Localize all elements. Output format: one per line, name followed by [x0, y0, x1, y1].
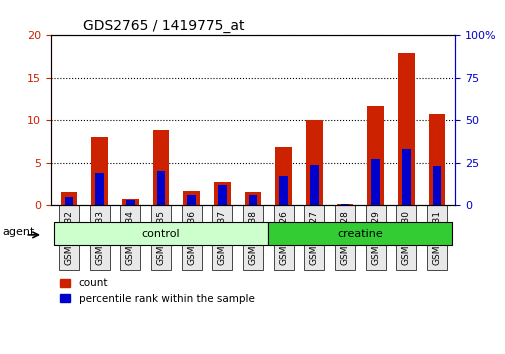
- Bar: [183, 191, 199, 205]
- Bar: [212, 205, 232, 270]
- Bar: [304, 205, 324, 270]
- Bar: [91, 137, 108, 205]
- Bar: [218, 185, 226, 205]
- Bar: [428, 114, 444, 205]
- Bar: [242, 205, 263, 270]
- Bar: [395, 205, 416, 270]
- Text: control: control: [141, 229, 180, 239]
- Bar: [187, 195, 195, 205]
- Bar: [95, 173, 104, 205]
- Bar: [120, 205, 140, 270]
- Bar: [122, 199, 138, 205]
- FancyBboxPatch shape: [268, 223, 451, 245]
- Bar: [89, 205, 110, 270]
- Bar: [340, 204, 348, 205]
- Bar: [371, 159, 379, 205]
- Bar: [365, 205, 385, 270]
- Bar: [65, 197, 73, 205]
- Bar: [126, 200, 134, 205]
- Bar: [334, 205, 355, 270]
- Bar: [248, 195, 257, 205]
- Bar: [61, 192, 77, 205]
- Bar: [275, 147, 291, 205]
- Bar: [279, 176, 287, 205]
- Bar: [426, 205, 446, 270]
- Bar: [214, 182, 230, 205]
- Bar: [244, 192, 261, 205]
- Bar: [397, 53, 414, 205]
- Bar: [157, 171, 165, 205]
- Bar: [306, 120, 322, 205]
- Bar: [59, 205, 79, 270]
- Bar: [153, 130, 169, 205]
- Bar: [432, 166, 440, 205]
- Text: GDS2765 / 1419775_at: GDS2765 / 1419775_at: [83, 19, 244, 33]
- Text: agent: agent: [3, 227, 35, 238]
- Bar: [150, 205, 171, 270]
- Bar: [273, 205, 293, 270]
- Bar: [310, 165, 318, 205]
- Bar: [401, 149, 410, 205]
- Bar: [181, 205, 201, 270]
- Bar: [367, 106, 383, 205]
- Text: creatine: creatine: [337, 229, 382, 239]
- Legend: count, percentile rank within the sample: count, percentile rank within the sample: [56, 274, 258, 308]
- Bar: [336, 204, 352, 205]
- FancyBboxPatch shape: [54, 223, 268, 245]
